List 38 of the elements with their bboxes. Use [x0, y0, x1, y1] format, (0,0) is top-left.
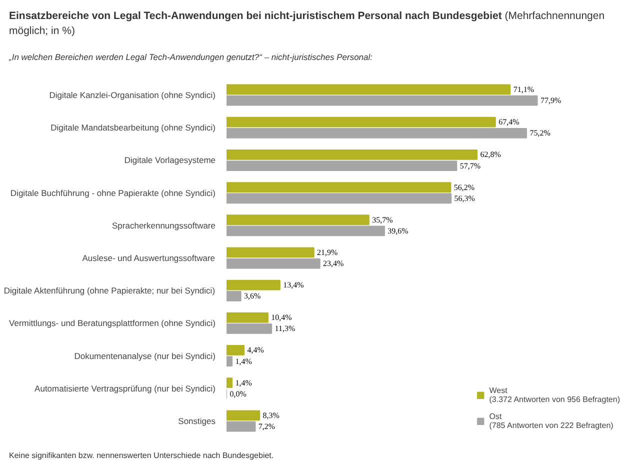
y-tick-label: Vermittlungs- und Beratungsplattformen (ohne Syndici): [9, 318, 216, 328]
data-label: 62,8%: [480, 150, 502, 160]
y-tick-label: Digitale Aktenführung (ohne Papierakte; nur bei Syndici): [4, 286, 216, 296]
data-label: 0,0%: [230, 390, 247, 399]
data-label: 1,4%: [235, 356, 252, 366]
data-label: 8,3%: [262, 411, 280, 420]
data-label: 21,9%: [317, 248, 338, 258]
data-label: 7,2%: [258, 422, 276, 432]
text: „In welchen Bereichen werden Legal Tech-Anwendungen genutzt?“ – nicht-juristisches Personal:: [9, 52, 373, 62]
data-label: 10,4%: [271, 313, 292, 322]
chart-title: Einsatzbereiche von Legal Tech-Anwendungen bei nicht-juristischem Personal nach Bundesgebiet: [9, 10, 502, 22]
y-tick-label: Digitale Buchführung - ohne Papierakte (ohne Syndici): [10, 188, 216, 198]
data-label: 77,9%: [540, 96, 562, 106]
data-label: 57,7%: [460, 161, 481, 170]
y-tick-label: Digitale Mandatsbearbeitung (ohne Syndici): [50, 122, 216, 133]
data-label: 67,4%: [498, 118, 520, 127]
data-label: 39,6%: [388, 226, 409, 236]
data-label: 71,1%: [513, 85, 534, 94]
y-tick-label: Sonstiges: [178, 416, 216, 426]
data-label: 56,2%: [454, 182, 475, 192]
data-label: 11,3%: [274, 324, 296, 334]
data-label: 4,4%: [247, 346, 264, 355]
data-label: 56,3%: [454, 194, 476, 203]
y-tick-label: Digitale Vorlagesysteme: [124, 155, 216, 166]
data-label: 1,4%: [235, 378, 252, 388]
data-label: 35,7%: [372, 216, 394, 225]
data-label: 75,2%: [530, 128, 551, 138]
y-tick-label: Auslese- und Auswertungssoftware: [82, 253, 216, 264]
legend-label: Ost (785 Antworten von 222 Befragten): [489, 412, 614, 430]
y-tick-label: Automatisierte Vertragsprüfung (nur bei Syndici): [34, 384, 216, 394]
data-label: 3,6%: [244, 292, 262, 301]
data-label: 23,4%: [323, 259, 344, 268]
y-tick-label: Digitale Kanzlei-Organisation (ohne Syndici): [49, 90, 216, 100]
y-tick-label: Dokumentenanalyse (nur bei Syndici): [74, 350, 216, 361]
text: Keine signifikanten bzw. nennenswerten Unterschiede nach Bundesgebiet.: [9, 450, 274, 462]
y-tick-label: Spracherkennungssoftware: [112, 220, 216, 231]
legend-label: West (3.372 Antworten von 956 Befragten): [489, 386, 620, 404]
data-label: 13,4%: [283, 280, 304, 290]
